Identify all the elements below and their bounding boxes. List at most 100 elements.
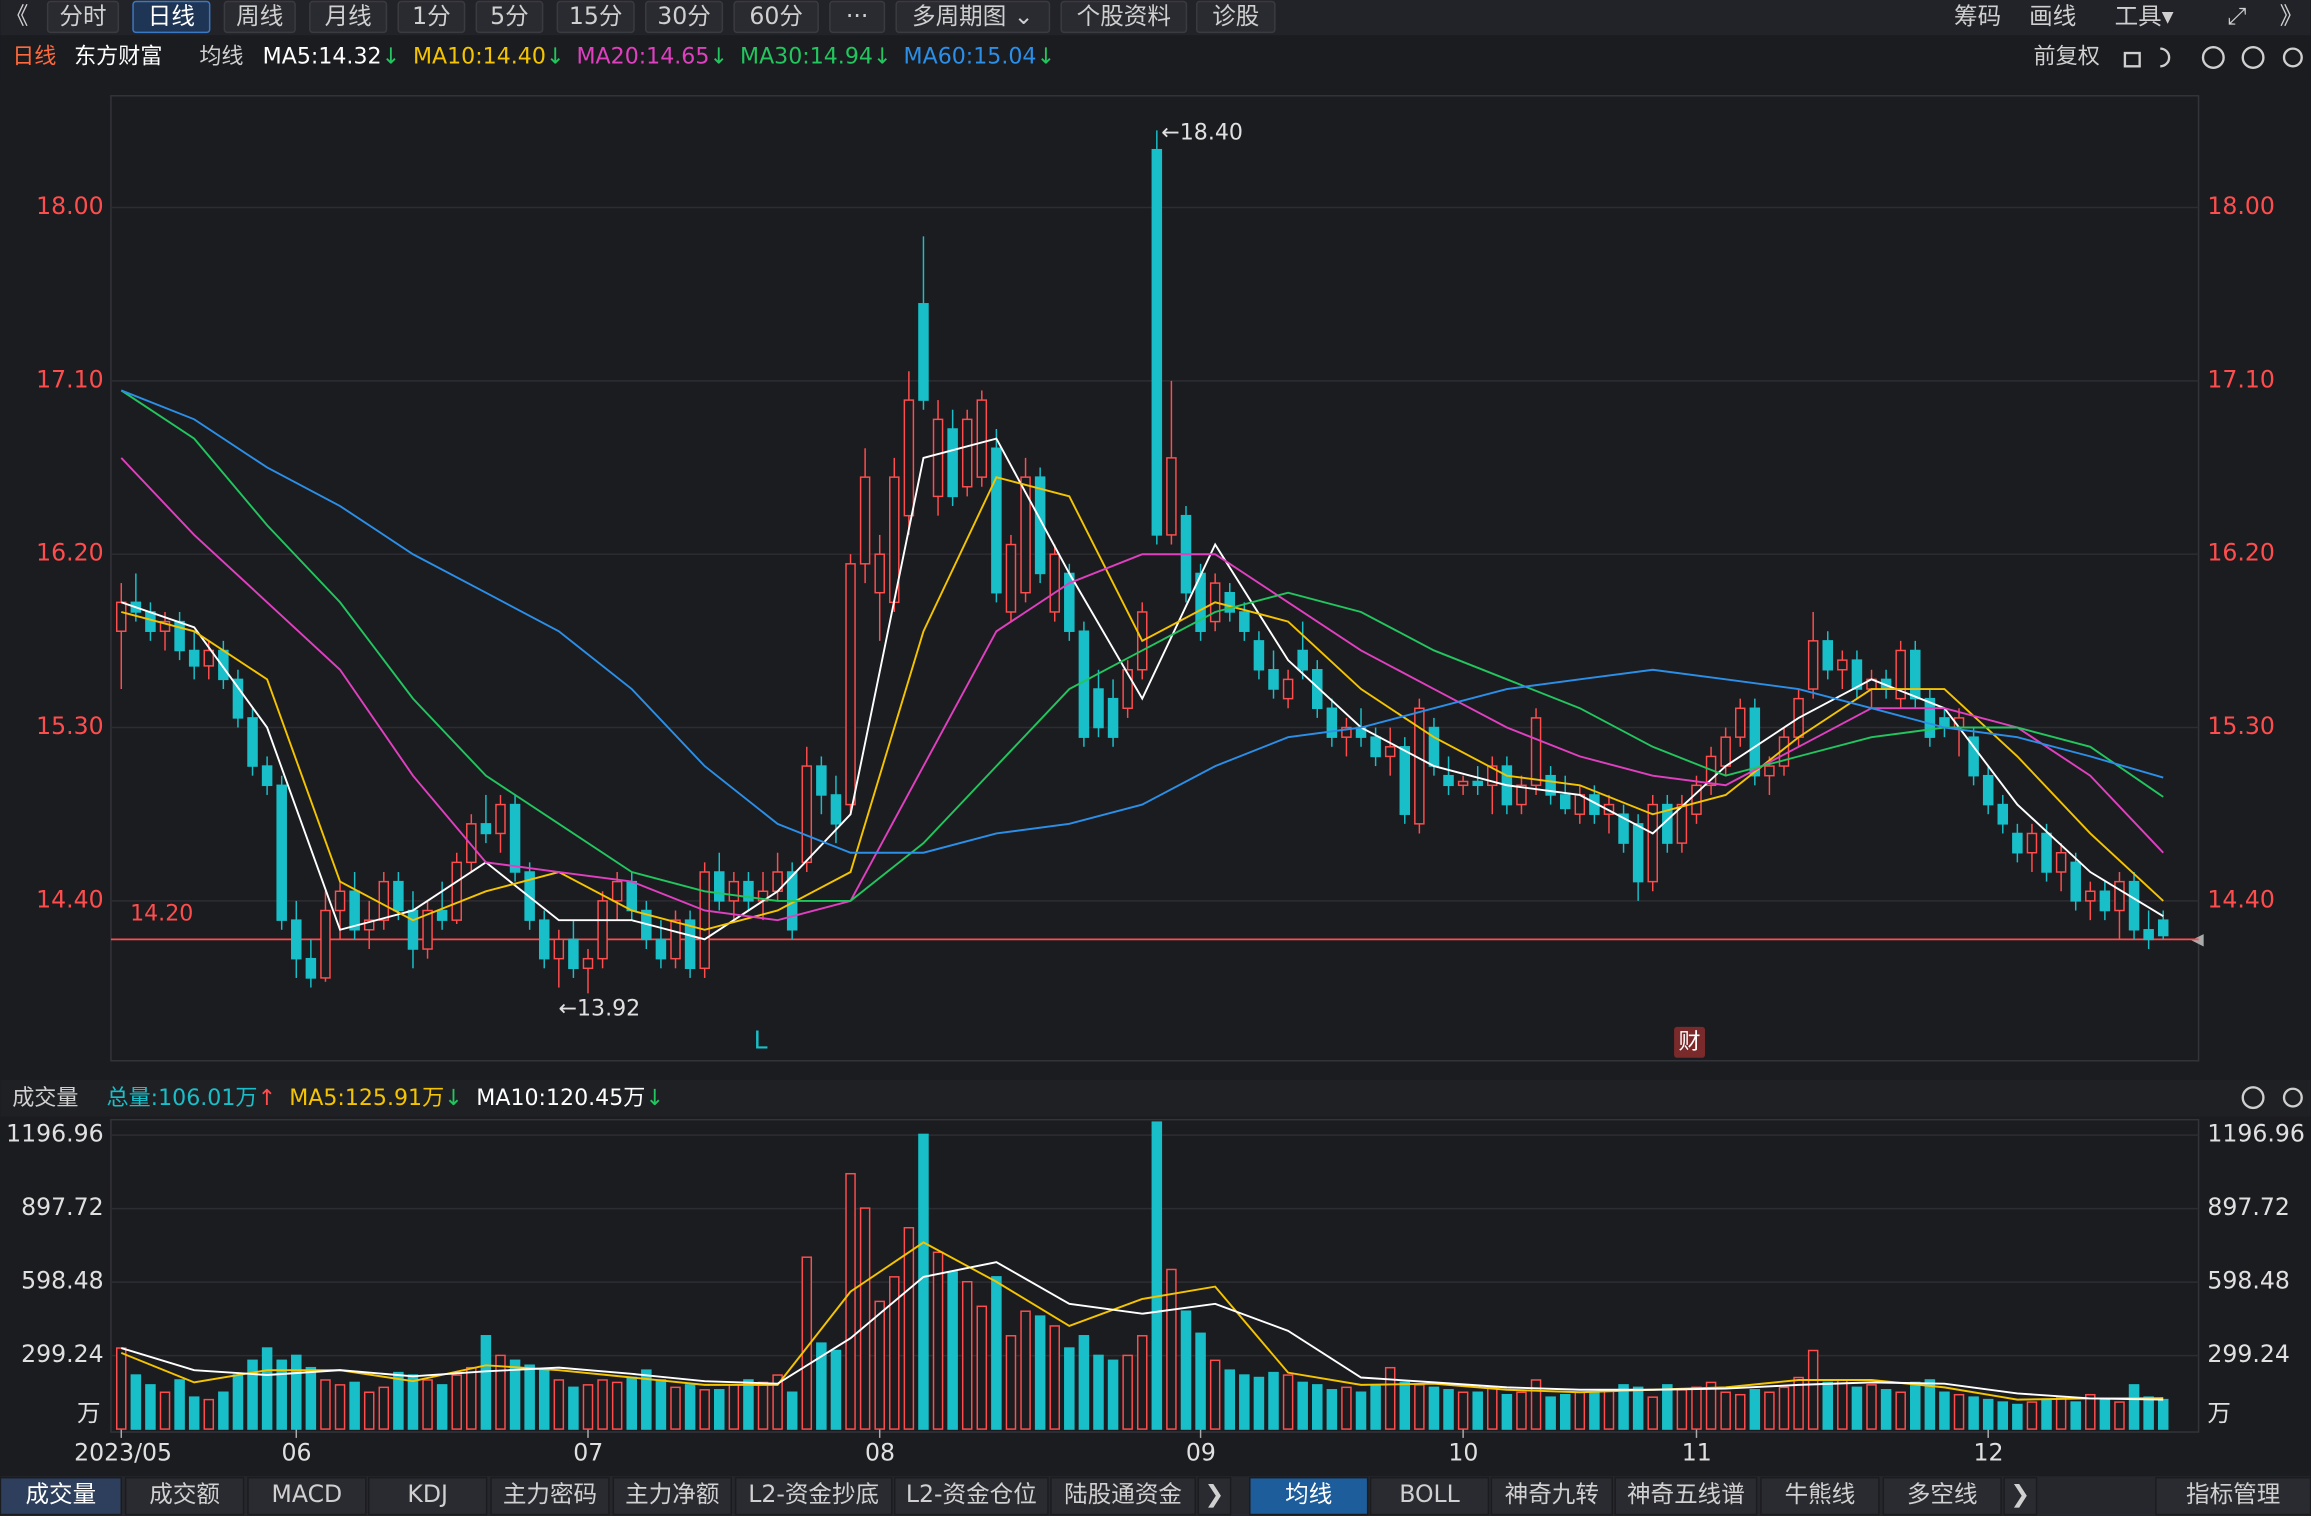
volume-bar [1749, 1389, 1761, 1430]
toolbar-button[interactable] [1196, 0, 1276, 34]
toolbar-label[interactable]: 周线 [236, 2, 283, 30]
toolbar-label[interactable]: 画线 [2029, 2, 2076, 30]
toolbar-button[interactable] [46, 0, 120, 34]
tab-label[interactable]: 牛熊线 [1785, 1480, 1856, 1508]
tab[interactable] [124, 1476, 245, 1516]
tab-label[interactable]: 神奇九转 [1505, 1480, 1599, 1508]
tab-label[interactable]: 主力净额 [625, 1480, 719, 1508]
candle-body [859, 476, 871, 565]
tab-label[interactable]: MACD [272, 1480, 343, 1508]
candle-body [1384, 746, 1396, 758]
tab[interactable] [734, 1476, 893, 1516]
toolbar-label[interactable]: 分时 [59, 2, 106, 30]
toolbar-label[interactable]: 30分 [657, 2, 711, 30]
tab[interactable] [368, 1476, 488, 1516]
toolbar-button[interactable] [645, 0, 724, 34]
volume-bar [684, 1384, 696, 1430]
tab[interactable] [612, 1476, 732, 1516]
volume-bar [2114, 1401, 2125, 1430]
tab-label[interactable]: 神奇五线谱 [1627, 1480, 1745, 1508]
adjust-label[interactable]: 前复权 [2034, 43, 2100, 69]
tab[interactable] [1050, 1476, 1197, 1516]
toolbar-label[interactable]: 日线 [148, 2, 195, 30]
tab-label[interactable]: 主力密码 [503, 1480, 597, 1508]
tab[interactable] [490, 1476, 610, 1516]
toolbar-button[interactable] [556, 0, 635, 34]
tab-label[interactable]: L2-资金仓位 [906, 1480, 1037, 1508]
lock-icon[interactable] [2123, 51, 2141, 68]
legend-value: 14.40 [483, 43, 546, 69]
toolbar-label[interactable]: 诊股 [1212, 2, 1259, 30]
toolbar-button[interactable] [309, 0, 388, 34]
toolbar-button[interactable] [1060, 0, 1188, 34]
volume-bar [1982, 1398, 1994, 1430]
tab-label[interactable]: L2-资金抄底 [748, 1480, 879, 1508]
tab-label[interactable]: 指标管理 [2186, 1480, 2280, 1508]
tab[interactable] [1369, 1476, 1490, 1516]
undo-icon[interactable] [2160, 47, 2171, 68]
tab[interactable] [247, 1476, 367, 1516]
toolbar-button[interactable] [895, 0, 1051, 34]
toolbar-label[interactable]: 60分 [749, 2, 803, 30]
tab[interactable] [1882, 1476, 2002, 1516]
toolbar-button[interactable] [733, 0, 819, 34]
tab[interactable] [0, 1476, 122, 1516]
tab[interactable] [1197, 1476, 1232, 1516]
toolbar-label[interactable]: 多周期图 ⌄ [912, 2, 1033, 30]
toolbar-label[interactable]: 工具▾ [2115, 2, 2174, 30]
toolbar-label[interactable]: 个股资料 [1077, 2, 1171, 30]
tab[interactable] [1249, 1476, 1369, 1516]
candle-body [1122, 669, 1133, 710]
tab-label[interactable]: KDJ [407, 1480, 448, 1508]
toolbar-button[interactable] [829, 0, 886, 34]
candle-body [1399, 746, 1411, 815]
event-marker[interactable]: L [754, 1026, 768, 1055]
tab-label[interactable]: 成交量 [26, 1480, 97, 1508]
volume-settings-icon[interactable] [2282, 1087, 2303, 1108]
close-icon[interactable] [2241, 1086, 2265, 1110]
zoom-in-icon[interactable] [2201, 45, 2225, 69]
tab-label[interactable]: ❯ [2010, 1480, 2030, 1508]
candle-body [218, 649, 229, 681]
toolbar-label[interactable]: 1分 [412, 2, 451, 30]
toolbar-label[interactable]: 15分 [569, 2, 623, 30]
tab[interactable] [1760, 1476, 1880, 1516]
tab-label[interactable]: BOLL [1399, 1480, 1460, 1508]
candle-body [714, 871, 725, 902]
tab-label[interactable]: 多空线 [1907, 1480, 1978, 1508]
tab-label[interactable]: 陆股通资金 [1064, 1480, 1182, 1508]
toolbar-button[interactable] [475, 0, 544, 34]
legend-unit: 万 [623, 1085, 645, 1111]
tab[interactable] [2003, 1476, 2038, 1516]
toolbar-label[interactable]: ··· [846, 2, 868, 30]
toolbar-label[interactable]: 月线 [325, 2, 372, 30]
candle-body [1545, 774, 1556, 796]
volume-bar [1005, 1335, 1017, 1430]
volume-bar [188, 1396, 200, 1430]
toolbar-button[interactable] [397, 0, 466, 34]
candle-body [451, 861, 462, 921]
toolbar-button[interactable] [132, 0, 211, 34]
zoom-out-icon[interactable] [2241, 45, 2265, 69]
y-tick-label: 16.20 [36, 539, 103, 567]
candle-body [334, 890, 346, 912]
tab[interactable] [893, 1476, 1049, 1516]
tab[interactable] [1614, 1476, 1758, 1516]
toolbar-button[interactable] [223, 0, 296, 34]
volume-bar [1734, 1393, 1746, 1430]
tab-label[interactable]: 成交额 [149, 1480, 220, 1508]
volume-bar [2070, 1401, 2081, 1430]
toolbar-label[interactable]: 》 [2280, 2, 2304, 30]
volume-bar [889, 1276, 900, 1430]
toolbar-label[interactable]: 5分 [490, 2, 529, 30]
settings-icon[interactable] [2282, 47, 2303, 68]
tab[interactable] [1490, 1476, 1613, 1516]
toolbar-label[interactable]: 筹码 [1954, 2, 2001, 30]
candle-body [247, 717, 258, 767]
event-marker[interactable]: 财 [1679, 1029, 1701, 1055]
toolbar-label[interactable]: 《 [5, 2, 29, 30]
volume-bar [816, 1342, 827, 1430]
tab-label[interactable]: ❯ [1205, 1480, 1225, 1508]
tab-label[interactable]: 均线 [1285, 1480, 1332, 1508]
toolbar-label[interactable]: ⤢ [2227, 2, 2246, 30]
